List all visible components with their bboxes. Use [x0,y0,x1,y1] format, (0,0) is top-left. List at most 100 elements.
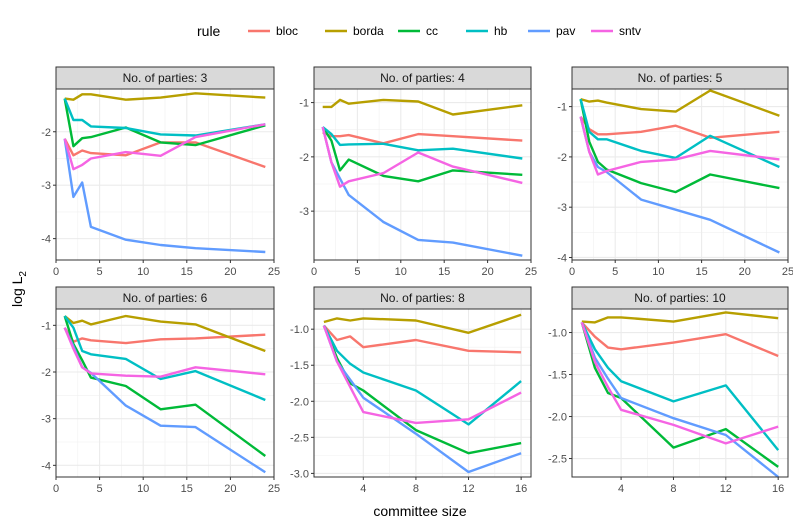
series-line-borda [64,92,266,101]
series-line-cc [579,98,780,194]
panel-4: No. of parties: 8 4 8 12 16 -3.0 -2.5 -2.0 -1.5 -… [290,286,532,495]
x-tick-label: 15 [181,483,193,495]
panel-border [571,308,789,478]
x-tick-label: 0 [53,483,59,495]
y-axis-title-main: log L [9,276,25,307]
series-line-cc [322,325,522,455]
x-tick-label: 0 [569,266,575,278]
x-tick-label: 25 [268,483,280,495]
y-tick-label: -1 [557,102,567,114]
x-tick-label: 10 [137,266,149,278]
x-axis-title: committee size [373,503,467,519]
legend-label-borda: borda [353,24,384,38]
series-line-bloc [323,324,522,354]
x-tick-label: 10 [395,266,407,278]
panel-0: No. of parties: 3 0 5 10 15 20 25 -4 -3 -2 [41,66,280,278]
y-tick-label: -3 [557,202,567,214]
x-tick-label: 4 [618,483,624,495]
series-line-cc [321,126,523,183]
panel-1: No. of parties: 4 0 5 10 15 20 25 -3 -2 -1 [299,66,537,278]
panel-border [571,88,789,261]
y-tick-label: -2.5 [290,432,309,444]
panel-strip-label: No. of parties: 5 [638,71,723,85]
panel-strip-label: No. of parties: 4 [380,71,465,85]
legend-label-pav: pav [556,24,575,38]
y-tick-label: -1 [299,98,309,110]
series-line-borda [323,313,522,334]
y-tick-label: -2.5 [548,454,567,466]
series-line-bloc [580,321,779,358]
series-line-borda [63,314,266,353]
legend-label-hb: hb [494,24,508,38]
series-line-borda [322,98,523,116]
panel-5: No. of parties: 10 4 8 12 16 -2.5 -2.0 -1.5 -1.0 [548,286,789,495]
x-tick-label: 5 [354,266,360,278]
x-tick-label: 16 [772,483,784,495]
y-tick-label: -2 [41,367,51,379]
series-line-hb [580,321,780,451]
y-axis-title: log L2 [9,271,29,307]
series-line-sntv [321,126,523,188]
series-line-borda [580,89,780,117]
x-tick-label: 25 [525,266,537,278]
series-line-sntv [579,116,780,176]
x-tick-label: 0 [311,266,317,278]
x-tick-label: 4 [360,483,366,495]
series-line-sntv [580,322,779,445]
y-tick-label: -4 [41,234,51,246]
legend-label-bloc: bloc [276,24,298,38]
y-tick-label: -2 [41,127,51,139]
x-tick-label: 15 [695,266,707,278]
panel-strip-label: No. of parties: 6 [123,291,208,305]
series-line-bloc [63,327,266,345]
panel-border [313,308,532,478]
y-tick-label: -3 [41,180,51,192]
y-tick-label: -1.0 [290,324,309,336]
panel-strip-label: No. of parties: 10 [634,291,726,305]
y-tick-label: -1.5 [548,370,567,382]
x-tick-label: 25 [782,266,793,278]
x-tick-label: 15 [181,266,193,278]
x-tick-label: 16 [515,483,527,495]
series-line-hb [322,325,522,426]
x-tick-label: 10 [137,483,149,495]
panel-border [55,308,275,478]
x-tick-label: 10 [652,266,664,278]
x-tick-label: 20 [739,266,751,278]
series-line-sntv [322,325,522,425]
y-tick-label: -2 [557,152,567,164]
panel-border [313,88,532,261]
legend-label-sntv: sntv [619,24,641,38]
y-tick-label: -3.0 [290,468,309,480]
legend-label-cc: cc [426,24,438,38]
series-line-pav [580,321,779,478]
series-line-pav [63,138,266,254]
x-tick-label: 12 [720,483,732,495]
series-line-hb [63,315,266,402]
y-tick-label: -4 [41,460,51,472]
x-tick-label: 20 [224,483,236,495]
x-tick-label: 25 [268,266,280,278]
x-tick-label: 0 [53,266,59,278]
panels: No. of parties: 30 5 10 15 20 25-4-3-2No. of … [41,66,793,495]
y-tick-label: -1.5 [290,360,309,372]
series-line-sntv [63,327,266,378]
x-tick-label: 8 [413,483,419,495]
x-tick-label: 12 [462,483,474,495]
y-tick-label: -1.0 [548,328,567,340]
panel-2: No. of parties: 5 0 5 10 15 20 25 -4 -3 -2 -1 [557,66,793,278]
series-line-cc [63,98,266,148]
panel-plot-area [314,309,531,477]
series-line-borda [581,311,779,324]
series-line-hb [321,126,523,160]
series-line-bloc [579,116,780,140]
x-tick-label: 20 [481,266,493,278]
y-axis-title-subscript: 2 [18,271,29,277]
x-tick-label: 5 [97,266,103,278]
x-tick-label: 5 [97,483,103,495]
panel-3: No. of parties: 6 0 5 10 15 20 25 -4 -3 -2 -1 [41,286,280,495]
x-tick-label: 20 [224,266,236,278]
series-line-hb [579,98,780,169]
y-tick-label: -3 [41,414,51,426]
panel-strip-label: No. of parties: 3 [123,71,208,85]
